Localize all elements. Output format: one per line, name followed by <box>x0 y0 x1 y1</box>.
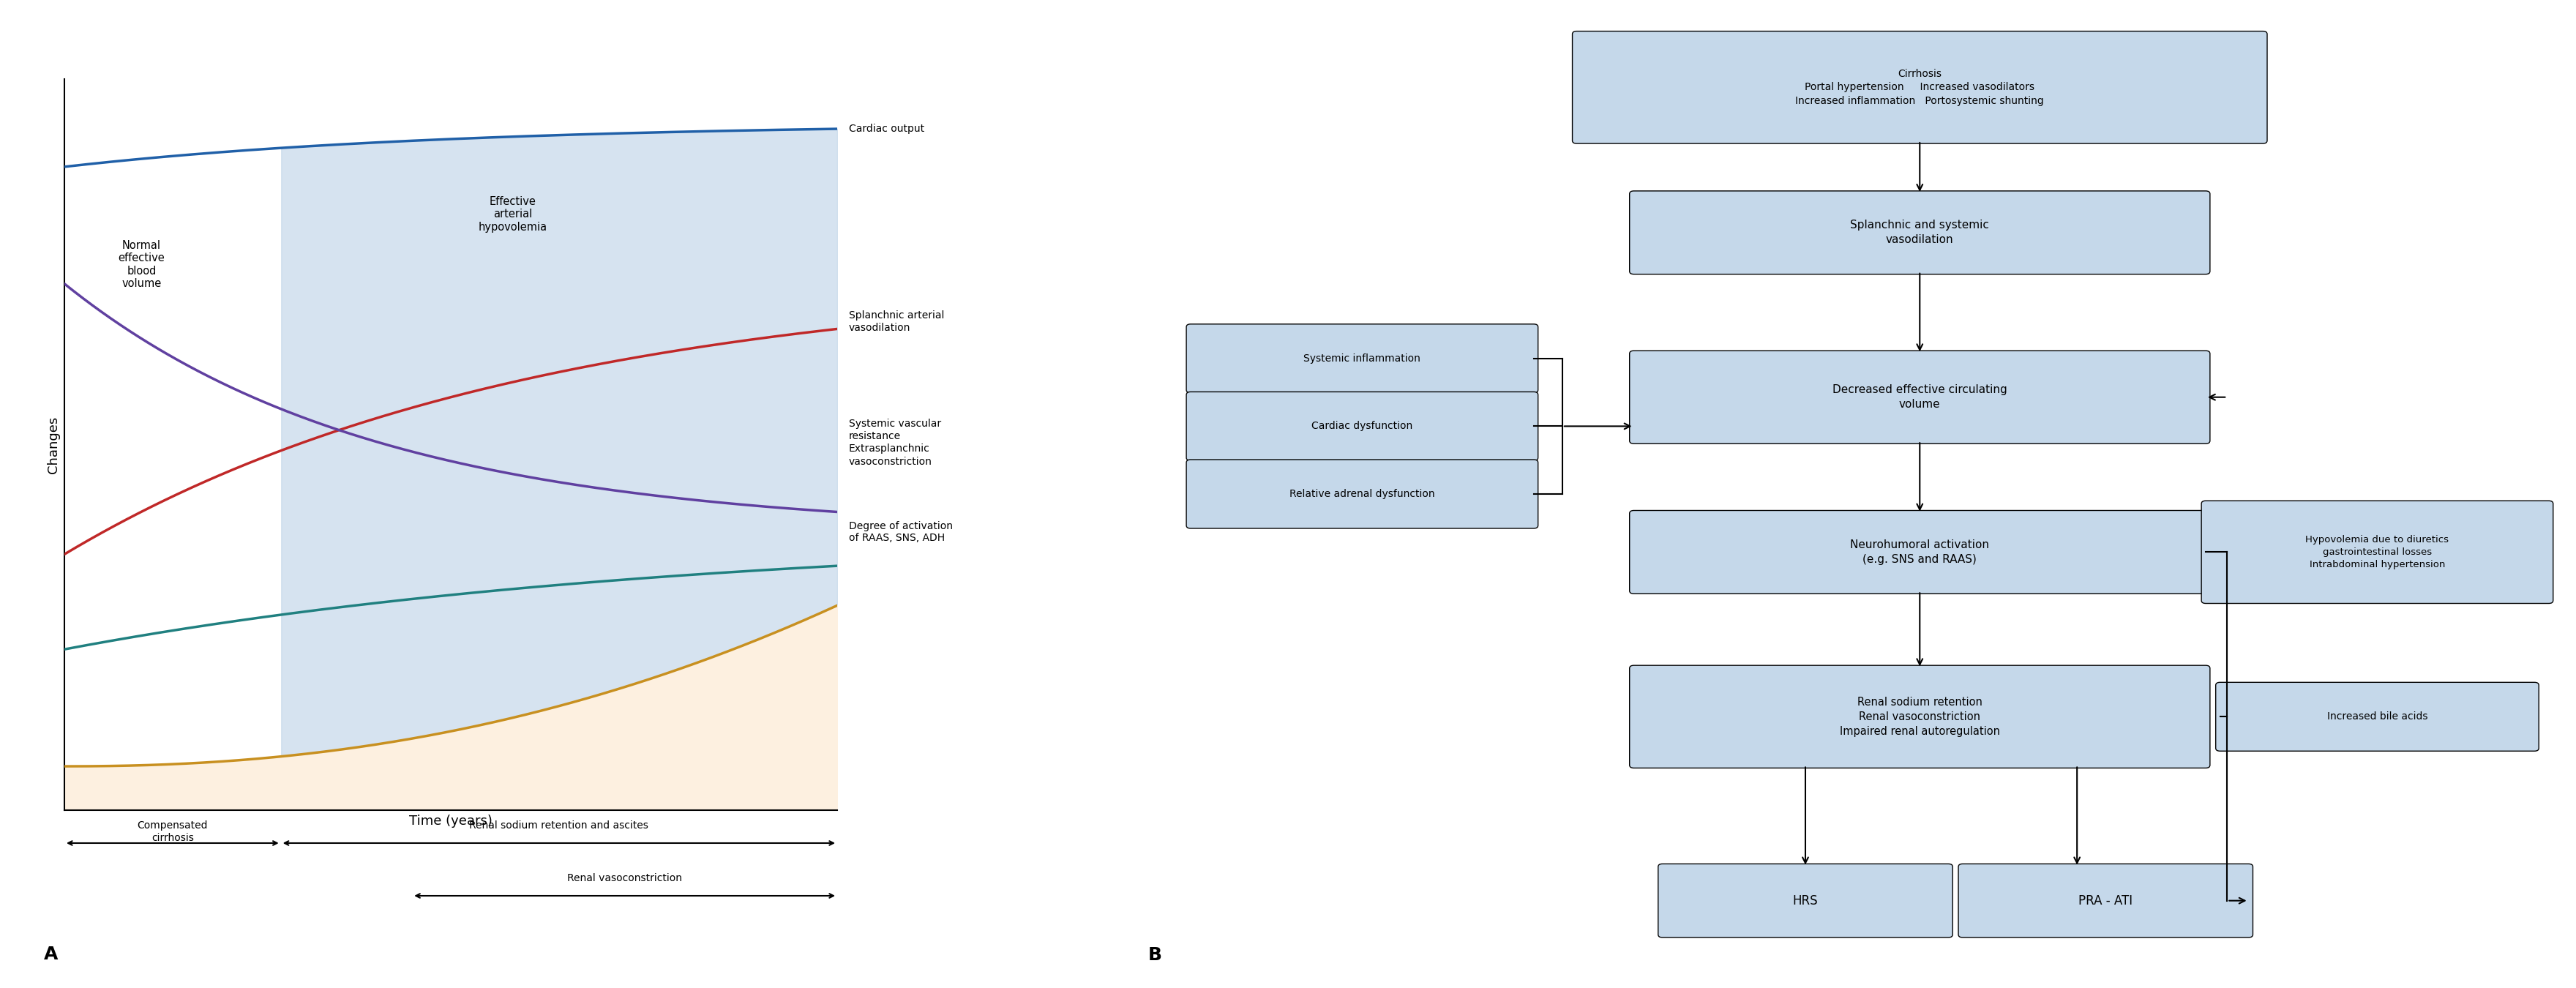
FancyBboxPatch shape <box>1958 864 2254 938</box>
FancyBboxPatch shape <box>1188 324 1538 393</box>
Text: Renal sodium retention and ascites: Renal sodium retention and ascites <box>469 821 649 831</box>
Text: Hypovolemia due to diuretics
gastrointestinal losses
Intrabdominal hypertension: Hypovolemia due to diuretics gastrointes… <box>2306 535 2450 569</box>
FancyBboxPatch shape <box>1631 351 2210 444</box>
Text: Compensated
cirrhosis: Compensated cirrhosis <box>137 821 209 843</box>
Text: Cirrhosis
Portal hypertension     Increased vasodilators
Increased inflammation : Cirrhosis Portal hypertension Increased … <box>1795 69 2045 106</box>
Text: Decreased effective circulating
volume: Decreased effective circulating volume <box>1832 384 2007 410</box>
Text: PRA - ATI: PRA - ATI <box>2079 894 2133 907</box>
Text: Splanchnic and systemic
vasodilation: Splanchnic and systemic vasodilation <box>1850 220 1989 245</box>
FancyBboxPatch shape <box>1631 665 2210 768</box>
Text: Normal
effective
blood
volume: Normal effective blood volume <box>118 240 165 289</box>
FancyBboxPatch shape <box>1188 459 1538 529</box>
Text: Neurohumoral activation
(e.g. SNS and RAAS): Neurohumoral activation (e.g. SNS and RA… <box>1850 539 1989 565</box>
Text: Renal sodium retention
Renal vasoconstriction
Impaired renal autoregulation: Renal sodium retention Renal vasoconstri… <box>1839 697 1999 737</box>
FancyBboxPatch shape <box>1659 864 1953 938</box>
FancyBboxPatch shape <box>2202 501 2553 604</box>
Text: B: B <box>1149 947 1162 963</box>
Text: Cardiac dysfunction: Cardiac dysfunction <box>1311 421 1412 432</box>
Text: Effective
arterial
hypovolemia: Effective arterial hypovolemia <box>479 196 546 232</box>
Text: A: A <box>44 946 59 963</box>
FancyBboxPatch shape <box>1631 511 2210 594</box>
Text: Systemic vascular
resistance
Extrasplanchnic
vasoconstriction: Systemic vascular resistance Extrasplanc… <box>850 418 940 466</box>
Text: Degree of activation
of RAAS, SNS, ADH: Degree of activation of RAAS, SNS, ADH <box>850 522 953 543</box>
Text: HRS: HRS <box>1793 894 1819 907</box>
FancyBboxPatch shape <box>2215 683 2540 751</box>
Text: Relative adrenal dysfunction: Relative adrenal dysfunction <box>1291 489 1435 499</box>
FancyBboxPatch shape <box>1188 392 1538 460</box>
FancyBboxPatch shape <box>1571 32 2267 143</box>
Text: Cardiac output: Cardiac output <box>850 124 925 134</box>
FancyBboxPatch shape <box>1631 191 2210 275</box>
X-axis label: Time (years): Time (years) <box>410 814 492 827</box>
Text: Renal vasoconstriction: Renal vasoconstriction <box>567 873 683 883</box>
Text: Splanchnic arterial
vasodilation: Splanchnic arterial vasodilation <box>850 310 945 333</box>
Text: Systemic inflammation: Systemic inflammation <box>1303 354 1422 364</box>
Y-axis label: Changes: Changes <box>46 416 59 473</box>
Text: Increased bile acids: Increased bile acids <box>2326 711 2427 722</box>
